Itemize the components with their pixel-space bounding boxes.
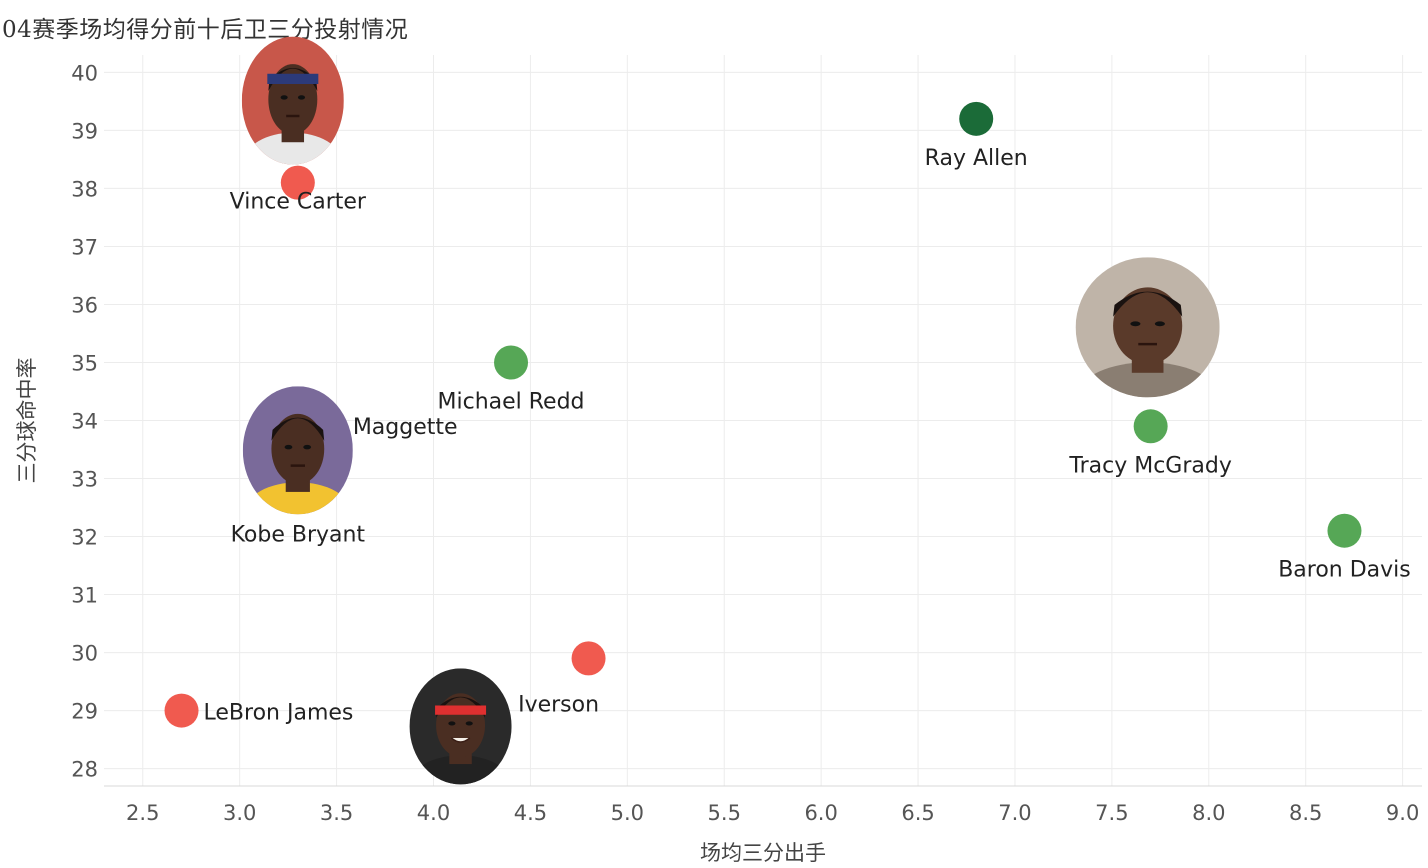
point-label: LeBron James — [204, 701, 354, 726]
x-tick-label: 6.5 — [901, 801, 934, 825]
x-tick-label: 4.0 — [417, 801, 450, 825]
point-label: Tracy McGrady — [1068, 453, 1231, 478]
point-labels: Vince Carter Ray Allen Michael Redd Tracy M… — [204, 146, 1411, 726]
x-tick-label: 8.0 — [1192, 801, 1225, 825]
point-label: Kobe Bryant — [231, 522, 366, 547]
scatter-point[interactable] — [280, 165, 315, 200]
x-tick-label: 3.5 — [320, 801, 353, 825]
scatter-point[interactable] — [571, 641, 606, 676]
y-tick-label: 34 — [71, 410, 98, 434]
x-tick-label: 9.0 — [1386, 801, 1419, 825]
x-tick-label: 7.5 — [1095, 801, 1128, 825]
scatter-point[interactable] — [959, 101, 994, 136]
kobe-bryant-photo — [242, 386, 353, 515]
x-tick-label: 3.0 — [223, 801, 256, 825]
point-label: Michael Redd — [438, 389, 585, 414]
y-tick-label: 31 — [71, 584, 98, 608]
grid-lines — [104, 55, 1422, 787]
scatter-point[interactable] — [1327, 513, 1362, 548]
tracy-mcgrady-photo — [1075, 257, 1220, 398]
scatter-point[interactable] — [494, 345, 529, 380]
x-tick-label: 2.5 — [126, 801, 159, 825]
allen-iverson-photo — [409, 668, 512, 785]
y-tick-label: 28 — [71, 758, 98, 782]
x-tick-label: 5.0 — [611, 801, 644, 825]
scatter-point[interactable] — [1133, 409, 1168, 444]
y-tick-label: 32 — [71, 526, 98, 550]
y-tick-label: 38 — [71, 177, 98, 201]
vince-carter-photo — [241, 36, 344, 165]
point-label: Vince Carter — [230, 190, 367, 215]
x-tick-label: 5.5 — [708, 801, 741, 825]
scatter-point[interactable] — [164, 693, 199, 728]
y-axis-ticks: 28 29 30 31 32 33 34 35 36 37 38 39 40 — [71, 61, 98, 781]
y-tick-label: 36 — [71, 293, 98, 317]
chart-title: 04赛季场均得分前十后卫三分投射情况 — [2, 17, 409, 43]
y-tick-label: 30 — [71, 642, 98, 666]
x-tick-label: 8.5 — [1289, 801, 1322, 825]
x-tick-label: 7.0 — [998, 801, 1031, 825]
x-tick-label: 4.5 — [514, 801, 547, 825]
point-label: Maggette — [353, 415, 458, 440]
point-label: Baron Davis — [1278, 558, 1411, 583]
x-axis-ticks: 2.5 3.0 3.5 4.0 4.5 5.0 5.5 6.0 6.5 7.0 7.5 8.0 8.5 9… — [126, 801, 1419, 825]
y-tick-label: 35 — [71, 351, 98, 375]
y-tick-label: 33 — [71, 468, 98, 492]
y-tick-label: 37 — [71, 235, 98, 259]
y-tick-label: 40 — [71, 61, 98, 85]
player-photos — [241, 36, 1220, 785]
point-label: Iverson — [518, 692, 599, 717]
y-axis-title: 三分球命中率 — [15, 358, 39, 484]
x-tick-label: 6.0 — [804, 801, 837, 825]
y-tick-label: 29 — [71, 700, 98, 724]
point-label: Ray Allen — [925, 146, 1028, 171]
x-axis-title: 场均三分出手 — [700, 841, 826, 865]
y-tick-label: 39 — [71, 119, 98, 143]
